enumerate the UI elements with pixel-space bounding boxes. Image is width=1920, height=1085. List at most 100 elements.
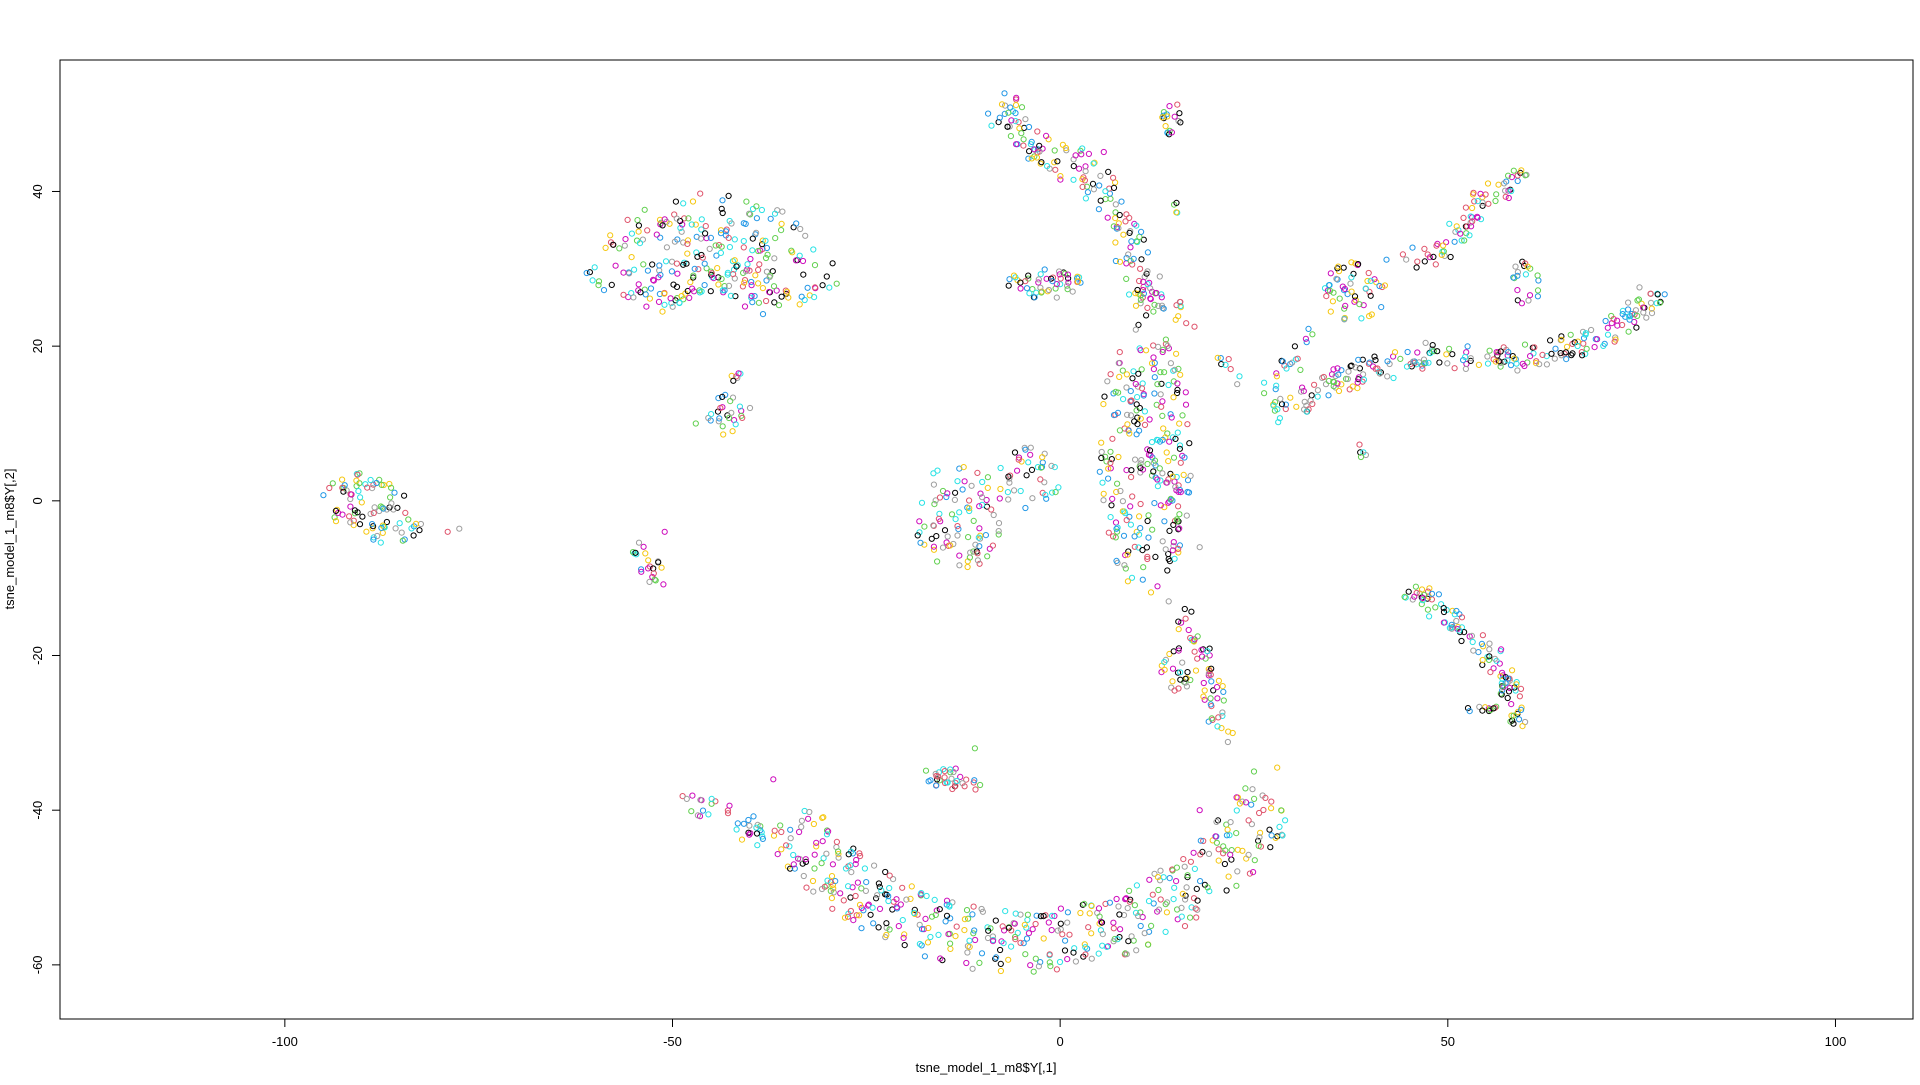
data-point <box>683 260 690 267</box>
data-point <box>753 824 760 831</box>
data-point <box>1248 821 1256 828</box>
data-point <box>1157 896 1164 903</box>
data-point <box>1440 242 1447 249</box>
data-point <box>693 249 700 256</box>
data-point <box>874 892 881 899</box>
data-point <box>791 865 798 872</box>
data-point <box>755 280 762 287</box>
data-point <box>1160 305 1167 312</box>
data-point <box>1046 959 1053 966</box>
data-point <box>719 197 726 204</box>
data-point <box>1346 386 1353 393</box>
data-point <box>1117 487 1124 495</box>
data-point <box>1006 479 1013 486</box>
data-point <box>367 476 374 484</box>
data-point <box>388 500 395 507</box>
data-point <box>1125 938 1132 945</box>
data-point <box>1110 174 1117 181</box>
data-point <box>1005 282 1012 289</box>
data-point <box>715 395 722 402</box>
data-point <box>1070 163 1077 170</box>
data-point <box>1023 472 1030 479</box>
data-point <box>1062 270 1069 277</box>
data-point <box>949 785 956 793</box>
data-point <box>1187 914 1194 921</box>
data-point <box>632 549 639 556</box>
data-point <box>1116 349 1123 356</box>
data-point <box>918 942 925 949</box>
data-point <box>1561 350 1568 357</box>
data-point <box>985 110 992 117</box>
data-point <box>1512 263 1519 270</box>
data-point <box>986 545 993 552</box>
data-point <box>970 903 977 910</box>
data-point <box>1182 615 1189 622</box>
data-point <box>1272 386 1279 393</box>
data-point <box>1037 913 1045 920</box>
data-point <box>1112 257 1120 265</box>
data-point <box>1458 637 1465 645</box>
data-point <box>1215 677 1223 684</box>
y-tick-label: 0 <box>30 497 45 504</box>
data-point <box>1161 659 1168 666</box>
data-point <box>771 827 778 834</box>
data-point <box>1325 392 1332 399</box>
data-point <box>589 277 596 284</box>
data-point <box>1123 384 1130 391</box>
data-point <box>1052 166 1059 173</box>
data-point <box>775 302 783 309</box>
data-point <box>749 299 756 306</box>
data-point <box>1179 412 1186 419</box>
data-point <box>749 247 756 254</box>
data-point <box>608 281 615 288</box>
data-point <box>1453 617 1460 625</box>
data-point <box>1220 688 1227 696</box>
data-point <box>730 377 737 384</box>
data-point <box>1137 292 1144 299</box>
data-point <box>725 282 733 289</box>
data-point <box>1604 331 1612 338</box>
data-point <box>1041 266 1048 273</box>
data-point <box>1430 253 1437 260</box>
data-point <box>1197 878 1204 885</box>
data-point <box>1160 109 1168 116</box>
data-point <box>956 509 963 516</box>
data-point <box>963 959 970 967</box>
data-point <box>1486 347 1493 354</box>
data-point <box>734 262 741 269</box>
data-point <box>931 896 938 904</box>
data-point <box>1052 285 1059 292</box>
data-point <box>959 486 966 493</box>
data-point <box>1112 209 1119 216</box>
data-point <box>845 883 852 890</box>
data-point <box>1357 449 1364 456</box>
data-point <box>748 278 755 286</box>
data-point <box>979 494 986 501</box>
data-point <box>1081 900 1088 908</box>
data-point <box>1017 939 1024 947</box>
data-point <box>763 297 770 305</box>
data-point <box>1536 361 1543 368</box>
data-point <box>1255 842 1262 850</box>
data-point <box>996 495 1003 502</box>
data-point <box>1057 275 1064 282</box>
data-point <box>616 245 623 252</box>
data-point <box>996 114 1003 121</box>
data-point <box>729 394 737 401</box>
data-point <box>1119 508 1126 515</box>
data-point <box>1164 899 1171 906</box>
data-point <box>837 890 844 897</box>
data-point <box>680 296 687 303</box>
data-point <box>1013 94 1020 101</box>
data-point <box>1104 378 1111 385</box>
data-point <box>1218 361 1225 368</box>
data-point <box>1220 697 1227 704</box>
data-point <box>1245 851 1252 859</box>
data-point <box>1514 172 1521 179</box>
data-point <box>1268 832 1275 839</box>
data-point <box>1505 194 1512 202</box>
data-point <box>741 303 749 310</box>
data-point <box>1405 588 1412 595</box>
data-point <box>1236 800 1244 807</box>
data-point <box>1355 261 1362 268</box>
